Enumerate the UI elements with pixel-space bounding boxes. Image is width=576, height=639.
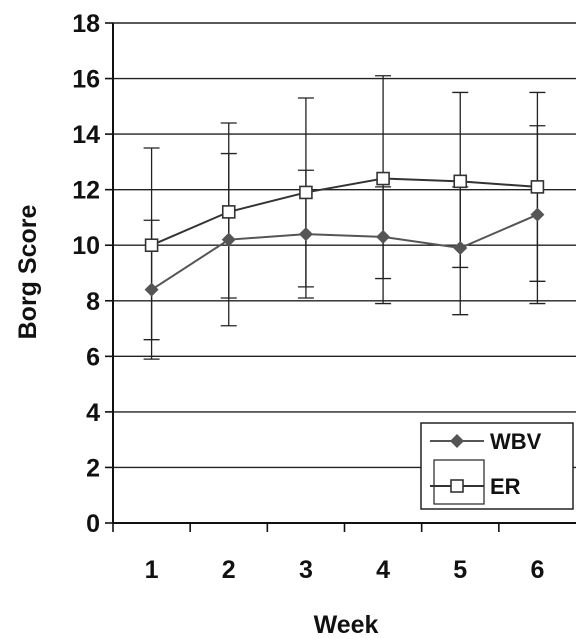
y-tick-label: 10 — [72, 232, 100, 260]
y-tick-label: 6 — [86, 343, 100, 371]
error-bars — [143, 75, 546, 360]
y-tick-label: 14 — [72, 121, 100, 149]
y-tick-label: 4 — [86, 399, 100, 427]
x-tick-label: 1 — [145, 556, 159, 584]
series-line-er — [151, 177, 538, 247]
data-point-wbv — [376, 229, 391, 244]
data-point-er — [299, 185, 313, 200]
legend-label-er: ER — [490, 474, 521, 499]
y-tick-label: 18 — [72, 10, 100, 38]
legend-entry-er: ER — [430, 459, 521, 505]
y-axis-label: Borg Score — [14, 205, 42, 340]
y-tick-label: 16 — [72, 66, 100, 94]
y-tick-label: 2 — [86, 454, 100, 482]
y-tick-label: 12 — [72, 177, 100, 205]
data-point-er — [376, 171, 390, 186]
gridlines — [113, 22, 576, 469]
legend-square-icon — [450, 479, 464, 493]
y-tick-label: 0 — [86, 510, 100, 538]
x-tick-label: 4 — [376, 556, 390, 584]
x-tick-label: 2 — [222, 556, 236, 584]
series-lines — [151, 177, 538, 291]
data-point-wbv — [530, 207, 545, 222]
legend-sample-frame — [433, 459, 485, 505]
legend: WBV ER — [420, 422, 574, 510]
data-point-wbv — [221, 232, 236, 247]
data-point-er — [144, 238, 159, 253]
legend-box — [420, 422, 574, 510]
data-point-er — [453, 174, 468, 189]
y-tick-labels: 0 2 4 6 8 10 12 14 16 18 — [72, 10, 100, 538]
data-point-er — [530, 180, 545, 194]
data-point-er — [221, 205, 236, 219]
data-point-wbv — [144, 282, 159, 297]
x-tick-label: 6 — [530, 556, 544, 584]
x-tick-label: 3 — [299, 556, 313, 584]
data-point-wbv — [453, 241, 468, 255]
series-markers — [144, 171, 545, 297]
x-tick-label: 5 — [453, 556, 467, 584]
data-point-wbv — [298, 227, 313, 242]
x-tick-labels: 1 2 3 4 5 6 — [145, 556, 545, 584]
legend-diamond-icon — [450, 434, 464, 448]
axes — [105, 22, 576, 532]
legend-label-wbv: WBV — [490, 429, 542, 454]
legend-entry-wbv: WBV — [430, 429, 542, 454]
y-tick-label: 8 — [86, 288, 100, 316]
x-axis-label: Week — [314, 611, 379, 639]
series-line-wbv — [151, 213, 538, 291]
